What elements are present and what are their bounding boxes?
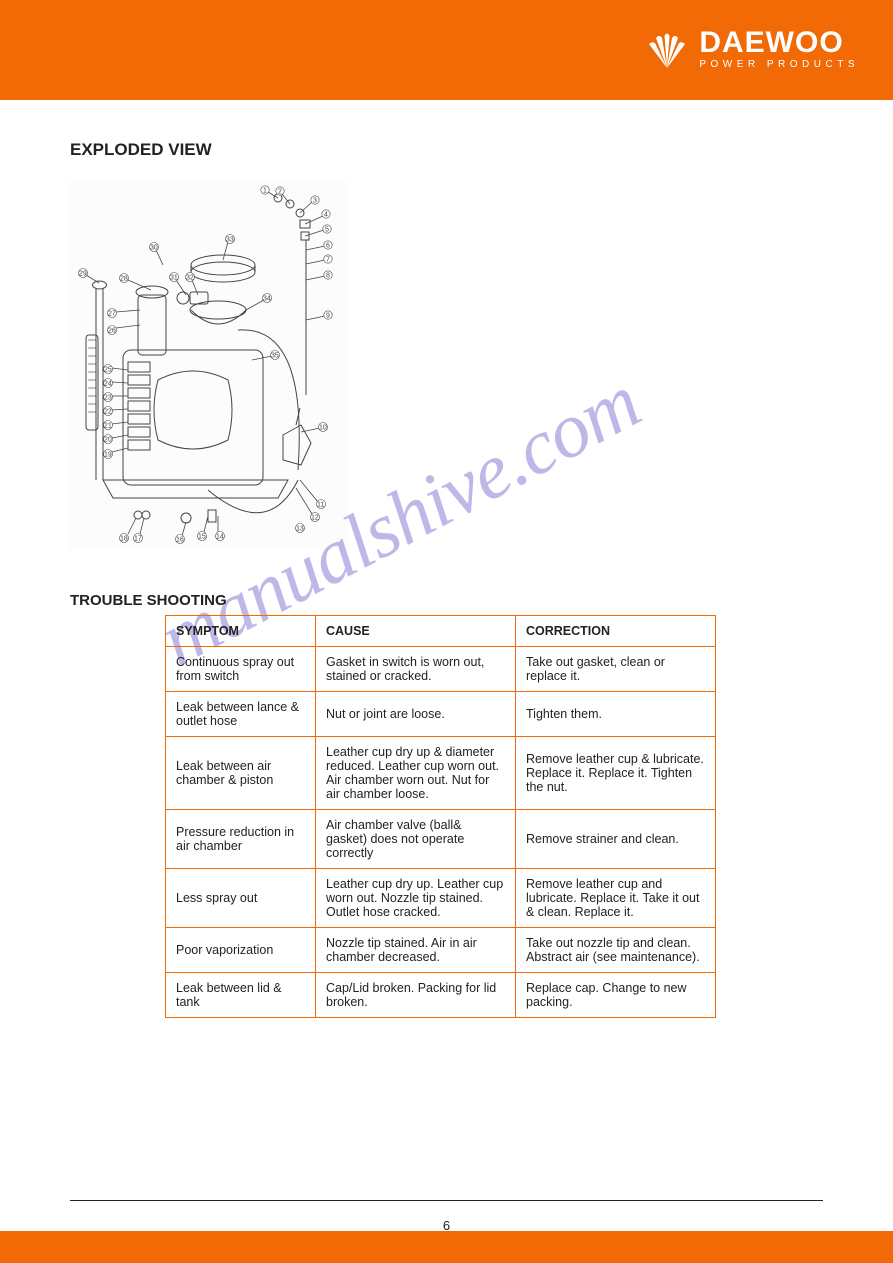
- svg-text:31: 31: [170, 275, 178, 282]
- col-correction: CORRECTION: [516, 616, 716, 647]
- table-row: Continuous spray out from switch Gasket …: [166, 647, 716, 692]
- table-row: Poor vaporization Nozzle tip stained. Ai…: [166, 928, 716, 973]
- col-symptom: SYMPTOM: [166, 616, 316, 647]
- cell-correction: Take out gasket, clean or replace it.: [516, 647, 716, 692]
- svg-text:30: 30: [150, 245, 158, 252]
- svg-text:19: 19: [104, 452, 112, 459]
- svg-text:9: 9: [326, 313, 330, 320]
- svg-text:27: 27: [108, 311, 116, 318]
- table-row: Leak between lance & outlet hose Nut or …: [166, 692, 716, 737]
- table-row: Less spray out Leather cup dry up. Leath…: [166, 869, 716, 928]
- cell-correction: Take out nozzle tip and clean. Abstract …: [516, 928, 716, 973]
- svg-text:18: 18: [120, 536, 128, 543]
- svg-text:20: 20: [104, 437, 112, 444]
- footer-rule: [70, 1200, 823, 1201]
- cell-symptom: Pressure reduction in air chamber: [166, 810, 316, 869]
- svg-text:21: 21: [104, 423, 112, 430]
- svg-text:33: 33: [226, 237, 234, 244]
- svg-text:7: 7: [326, 257, 330, 264]
- cell-cause: Nozzle tip stained. Air in air chamber d…: [316, 928, 516, 973]
- svg-text:29: 29: [79, 271, 87, 278]
- svg-text:15: 15: [198, 534, 206, 541]
- svg-text:35: 35: [271, 353, 279, 360]
- cell-symptom: Leak between lid & tank: [166, 973, 316, 1018]
- cell-correction: Tighten them.: [516, 692, 716, 737]
- svg-text:8: 8: [326, 273, 330, 280]
- cell-cause: Leather cup dry up & diameter reduced. L…: [316, 737, 516, 810]
- cell-symptom: Less spray out: [166, 869, 316, 928]
- table-row: Leak between air chamber & piston Leathe…: [166, 737, 716, 810]
- svg-text:14: 14: [216, 534, 224, 541]
- svg-text:32: 32: [186, 275, 194, 282]
- svg-text:12: 12: [311, 515, 319, 522]
- svg-text:10: 10: [319, 425, 327, 432]
- table-row: Leak between lid & tank Cap/Lid broken. …: [166, 973, 716, 1018]
- svg-text:26: 26: [108, 328, 116, 335]
- footer-band: [0, 1231, 893, 1263]
- cell-correction: Remove strainer and clean.: [516, 810, 716, 869]
- svg-text:25: 25: [104, 367, 112, 374]
- svg-text:28: 28: [120, 276, 128, 283]
- cell-correction: Replace cap. Change to new packing.: [516, 973, 716, 1018]
- cell-cause: Air chamber valve (ball& gasket) does no…: [316, 810, 516, 869]
- cell-cause: Nut or joint are loose.: [316, 692, 516, 737]
- svg-text:11: 11: [317, 502, 324, 509]
- svg-text:22: 22: [104, 409, 112, 416]
- svg-text:6: 6: [326, 243, 330, 250]
- cell-symptom: Leak between air chamber & piston: [166, 737, 316, 810]
- cell-symptom: Leak between lance & outlet hose: [166, 692, 316, 737]
- svg-text:1: 1: [263, 188, 267, 195]
- svg-text:16: 16: [176, 537, 184, 544]
- svg-text:5: 5: [325, 227, 329, 234]
- cell-cause: Cap/Lid broken. Packing for lid broken.: [316, 973, 516, 1018]
- brand-text: DAEWOO POWER PRODUCTS: [699, 28, 859, 70]
- cell-correction: Remove leather cup & lubricate. Replace …: [516, 737, 716, 810]
- svg-text:34: 34: [263, 296, 271, 303]
- brand-logo: DAEWOO POWER PRODUCTS: [645, 28, 859, 70]
- brand-tagline: POWER PRODUCTS: [699, 60, 859, 70]
- cell-symptom: Poor vaporization: [166, 928, 316, 973]
- svg-text:2: 2: [278, 189, 282, 196]
- table-title: TROUBLE SHOOTING: [70, 592, 227, 609]
- cell-correction: Remove leather cup and lubricate. Replac…: [516, 869, 716, 928]
- svg-text:4: 4: [324, 212, 328, 219]
- svg-text:17: 17: [134, 536, 142, 543]
- brand-word: DAEWOO: [699, 28, 859, 58]
- exploded-view-diagram: 1 2 3 4 5 6 7 8 9 10 11 12 13 14 15 16 1…: [68, 180, 348, 550]
- svg-text:23: 23: [104, 395, 112, 402]
- svg-text:13: 13: [296, 526, 304, 533]
- cell-cause: Gasket in switch is worn out, stained or…: [316, 647, 516, 692]
- header-band: DAEWOO POWER PRODUCTS: [0, 0, 893, 100]
- table-row: Pressure reduction in air chamber Air ch…: [166, 810, 716, 869]
- brand-mark-icon: [645, 28, 689, 70]
- cell-symptom: Continuous spray out from switch: [166, 647, 316, 692]
- svg-text:3: 3: [313, 198, 317, 205]
- troubleshooting-table: SYMPTOM CAUSE CORRECTION Continuous spra…: [165, 615, 716, 1018]
- cell-cause: Leather cup dry up. Leather cup worn out…: [316, 869, 516, 928]
- svg-text:24: 24: [104, 381, 112, 388]
- col-cause: CAUSE: [316, 616, 516, 647]
- section-title: EXPLODED VIEW: [70, 140, 212, 160]
- table-header-row: SYMPTOM CAUSE CORRECTION: [166, 616, 716, 647]
